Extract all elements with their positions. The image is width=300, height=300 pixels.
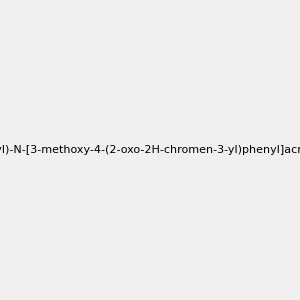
Text: 3-(2-furyl)-N-[3-methoxy-4-(2-oxo-2H-chromen-3-yl)phenyl]acrylamide: 3-(2-furyl)-N-[3-methoxy-4-(2-oxo-2H-chr… (0, 145, 300, 155)
